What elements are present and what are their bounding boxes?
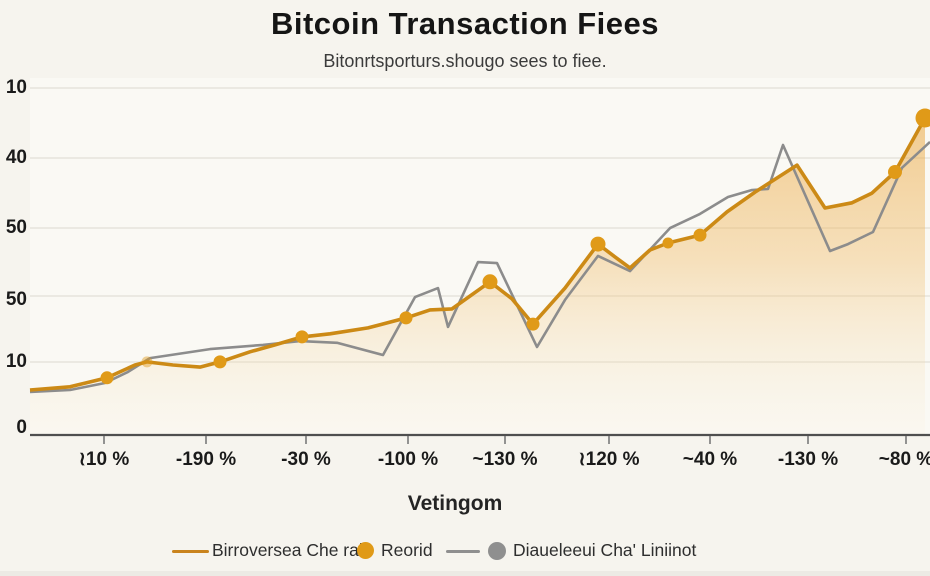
data-point-marker	[888, 165, 902, 179]
chart-title: Bitcoin Transaction Fiees	[270, 6, 660, 41]
data-point-marker	[693, 228, 707, 242]
data-point-marker	[482, 274, 498, 290]
area-fill	[30, 118, 925, 435]
x-tick-label: ~80 %	[878, 449, 930, 470]
data-point-marker	[399, 311, 413, 325]
y-tick-label: 10	[5, 351, 27, 372]
data-point-marker	[590, 236, 606, 252]
data-point-marker	[526, 317, 540, 331]
y-tick-label: 50	[5, 289, 27, 310]
y-tick-label: 0	[16, 417, 27, 438]
data-point-marker	[915, 108, 930, 128]
x-tick-label: -30 %	[281, 449, 331, 470]
y-tick-label: 40	[5, 147, 27, 168]
legend-label-orange-dot: Reorid	[381, 540, 433, 560]
x-tick-label: ≀120 %	[578, 449, 640, 470]
x-tick-label: ≀10 %	[78, 449, 130, 470]
legend-line-swatch-orange	[172, 550, 209, 553]
x-tick-label: -100 %	[377, 449, 439, 470]
x-tick-label: ~40 %	[682, 449, 738, 470]
orange-series-line	[29, 117, 927, 392]
orange-series-markers	[100, 108, 930, 385]
x-axis-title: Vetingom	[407, 492, 503, 515]
legend-label-orange-line: Birroversea Che rale	[212, 540, 373, 560]
bottom-edge-shadow	[0, 571, 930, 576]
x-axis-tick-marks	[103, 436, 907, 444]
y-tick-label: 50	[5, 217, 27, 238]
legend-line-swatch-gray	[446, 550, 480, 553]
legend-dot-swatch-gray	[488, 542, 506, 560]
data-point-marker	[100, 371, 114, 385]
x-tick-label: -130 %	[777, 449, 839, 470]
data-point-marker	[662, 237, 674, 249]
data-point-marker	[213, 355, 227, 369]
chart-subtitle: Bitonrtsporturs.shougo sees to fiee.	[323, 51, 607, 71]
chart-legend: Birroversea Che rale Reorid Diaueleeui C…	[0, 538, 930, 568]
data-point-marker	[141, 356, 153, 368]
data-point-marker	[295, 330, 309, 344]
x-tick-label: ~130 %	[472, 449, 538, 470]
legend-label-gray-line: Diaueleeui Cha' Liniinot	[513, 540, 697, 560]
y-tick-label: 10	[5, 77, 27, 98]
legend-dot-swatch-orange	[357, 542, 374, 559]
x-tick-label: -190 %	[175, 449, 237, 470]
